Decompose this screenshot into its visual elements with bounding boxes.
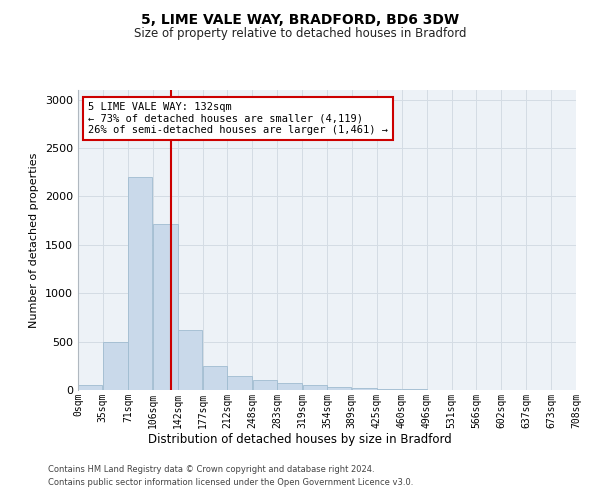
Bar — [402, 389, 427, 390]
Bar — [178, 330, 202, 390]
Bar — [128, 177, 152, 390]
Bar — [327, 387, 352, 390]
Text: Contains public sector information licensed under the Open Government Licence v3: Contains public sector information licen… — [48, 478, 413, 487]
Bar — [377, 388, 401, 390]
Text: Size of property relative to detached houses in Bradford: Size of property relative to detached ho… — [134, 28, 466, 40]
Y-axis label: Number of detached properties: Number of detached properties — [29, 152, 40, 328]
Text: 5, LIME VALE WAY, BRADFORD, BD6 3DW: 5, LIME VALE WAY, BRADFORD, BD6 3DW — [141, 12, 459, 26]
Text: Distribution of detached houses by size in Bradford: Distribution of detached houses by size … — [148, 432, 452, 446]
Bar — [302, 385, 327, 390]
Text: 5 LIME VALE WAY: 132sqm
← 73% of detached houses are smaller (4,119)
26% of semi: 5 LIME VALE WAY: 132sqm ← 73% of detache… — [88, 102, 388, 135]
Bar — [203, 366, 227, 390]
Bar — [227, 376, 252, 390]
Text: Contains HM Land Registry data © Crown copyright and database right 2024.: Contains HM Land Registry data © Crown c… — [48, 466, 374, 474]
Bar — [277, 382, 302, 390]
Bar — [253, 380, 277, 390]
Bar — [352, 388, 377, 390]
Bar — [153, 224, 178, 390]
Bar — [103, 342, 128, 390]
Bar — [78, 385, 103, 390]
